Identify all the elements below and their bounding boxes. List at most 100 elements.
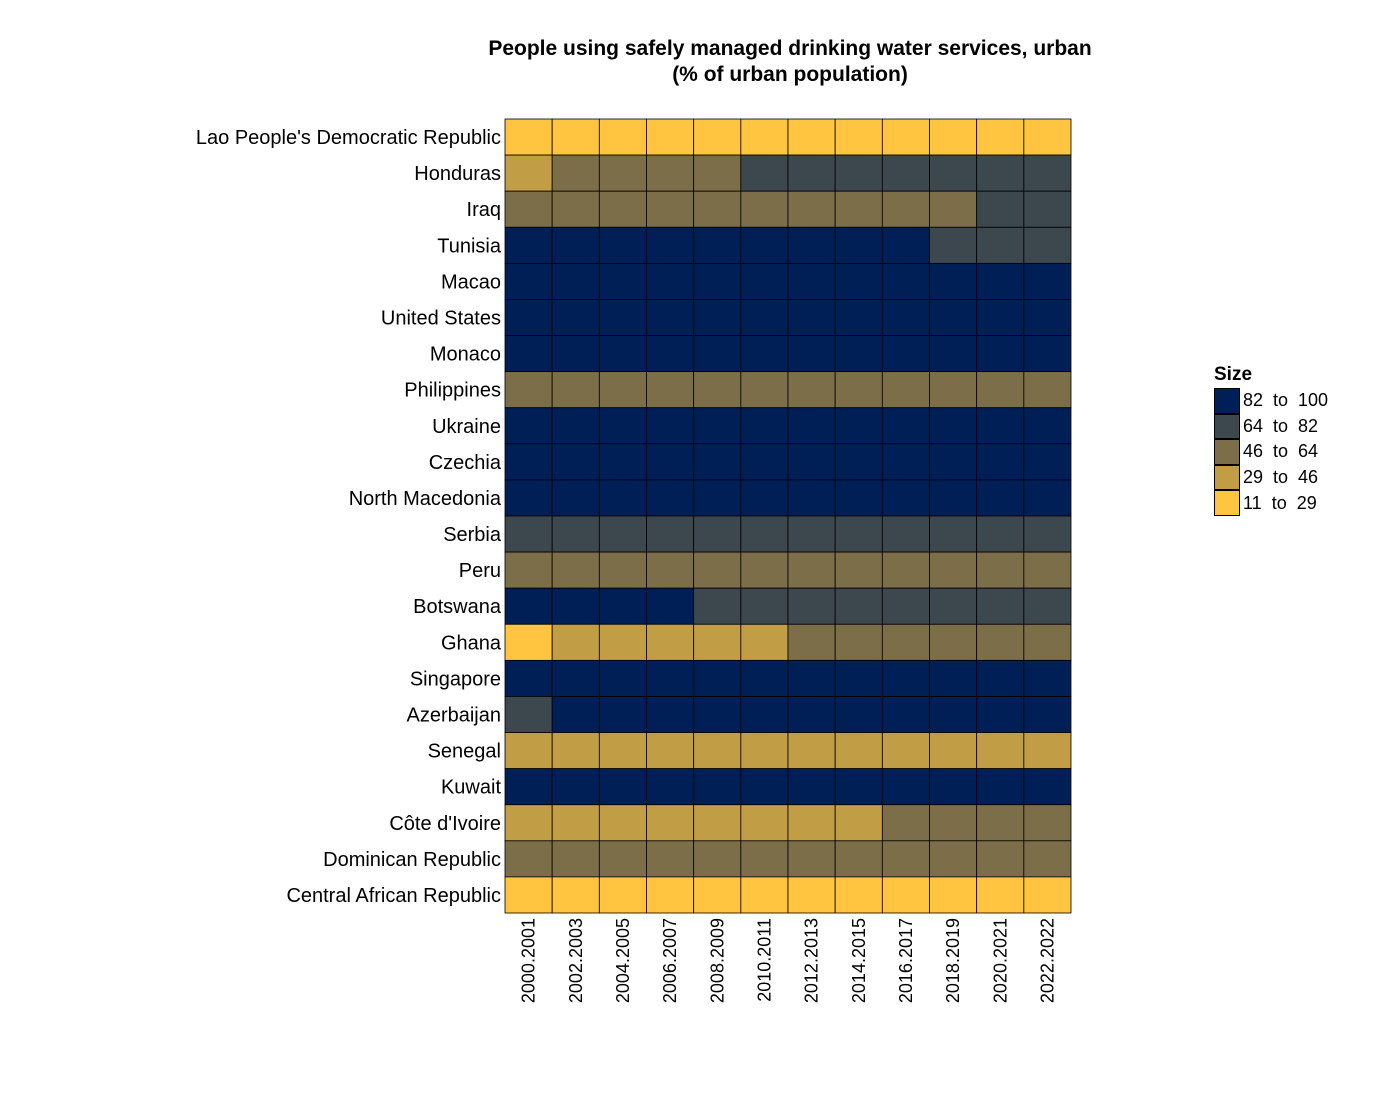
heatmap-cell xyxy=(740,479,789,517)
heatmap-cell xyxy=(834,226,883,264)
heatmap-cell xyxy=(834,262,883,300)
heatmap-cell xyxy=(1023,623,1072,661)
heatmap-cell xyxy=(834,479,883,517)
heatmap-cell xyxy=(504,623,553,661)
heatmap-cell xyxy=(693,551,742,589)
legend-item-3: 29 to 46 xyxy=(1214,464,1328,491)
heatmap-cell xyxy=(693,732,742,770)
heatmap-cell xyxy=(740,118,789,156)
heatmap-cell xyxy=(976,262,1025,300)
row-label: Monaco xyxy=(430,344,501,366)
legend-label-3: 29 to 46 xyxy=(1243,467,1319,488)
heatmap-cell xyxy=(976,840,1025,878)
heatmap-cell xyxy=(834,840,883,878)
heatmap-cell xyxy=(740,154,789,192)
heatmap-cell xyxy=(646,587,695,625)
heatmap-cell xyxy=(504,335,553,373)
heatmap-cell xyxy=(834,587,883,625)
heatmap-cell xyxy=(740,226,789,264)
row-label: Azerbaijan xyxy=(406,705,501,727)
heatmap-cell xyxy=(929,407,978,445)
row-label: Honduras xyxy=(414,163,501,185)
column-label: 2016.2017 xyxy=(896,918,916,1003)
heatmap-cell xyxy=(740,190,789,228)
heatmap-cell xyxy=(929,732,978,770)
heatmap-cell xyxy=(693,262,742,300)
heatmap-cell xyxy=(787,443,836,481)
heatmap-cell xyxy=(929,696,978,733)
heatmap-cell xyxy=(929,118,978,156)
heatmap-cell xyxy=(646,551,695,589)
heatmap-cell xyxy=(1023,659,1072,697)
heatmap-cell xyxy=(551,623,600,661)
heatmap-cell xyxy=(693,479,742,517)
heatmap-cell xyxy=(598,371,647,409)
heatmap-cell xyxy=(1023,840,1072,878)
column-label: 2014.2015 xyxy=(849,918,869,1003)
legend-item-1: 64 to 82 xyxy=(1214,413,1328,440)
heatmap-cell xyxy=(976,768,1025,806)
heatmap-cell xyxy=(551,587,600,625)
heatmap-cell xyxy=(976,371,1025,409)
heatmap-cell xyxy=(598,154,647,192)
heatmap-cell xyxy=(693,768,742,806)
heatmap-cell xyxy=(881,154,930,192)
heatmap-cell xyxy=(504,696,553,733)
heatmap-cell xyxy=(787,876,836,914)
heatmap-cell xyxy=(551,154,600,192)
heatmap-cell xyxy=(740,732,789,770)
heatmap-cell xyxy=(740,696,789,733)
heatmap-cell xyxy=(1023,551,1072,589)
legend-swatch-2 xyxy=(1214,439,1240,465)
heatmap-cell xyxy=(551,768,600,806)
heatmap-cell xyxy=(834,515,883,553)
heatmap-cell xyxy=(646,118,695,156)
heatmap-cell xyxy=(881,732,930,770)
heatmap-cell xyxy=(646,407,695,445)
heatmap-cell xyxy=(929,479,978,517)
column-label: 2010.2011 xyxy=(754,918,774,1002)
heatmap-cell xyxy=(881,876,930,914)
heatmap-cell xyxy=(929,154,978,192)
heatmap-cell xyxy=(834,804,883,842)
heatmap-cell xyxy=(693,443,742,481)
heatmap-cell xyxy=(1023,732,1072,770)
heatmap-cell xyxy=(881,804,930,842)
heatmap-cell xyxy=(646,696,695,733)
row-label: Dominican Republic xyxy=(323,849,501,871)
heatmap-cell xyxy=(693,515,742,553)
heatmap-cell xyxy=(693,226,742,264)
heatmap-cell xyxy=(787,804,836,842)
heatmap-cell xyxy=(551,299,600,336)
heatmap-cell xyxy=(1023,479,1072,517)
heatmap-cell xyxy=(551,515,600,553)
row-labels: Lao People's Democratic Republic Honduras… xyxy=(196,127,502,907)
column-labels: 2000.2001 2002.2003 2004.2005 2006.2007 2008… xyxy=(519,918,1058,1003)
heatmap-cell xyxy=(1023,190,1072,228)
heatmap-cell xyxy=(976,551,1025,589)
heatmap-cell xyxy=(881,659,930,697)
heatmap-cell xyxy=(1023,515,1072,553)
heatmap-cell xyxy=(1023,262,1072,300)
heatmap-cell xyxy=(787,154,836,192)
heatmap-cell xyxy=(598,587,647,625)
heatmap-cell xyxy=(740,551,789,589)
heatmap-cell xyxy=(1023,299,1072,336)
row-label: Serbia xyxy=(443,524,502,546)
heatmap-cell xyxy=(551,876,600,914)
heatmap-cell xyxy=(504,551,553,589)
row-label: Lao People's Democratic Republic xyxy=(196,127,501,149)
legend-label-0: 82 to 100 xyxy=(1243,390,1329,411)
heatmap-cell xyxy=(646,479,695,517)
heatmap-cell xyxy=(598,696,647,733)
heatmap-cell xyxy=(598,876,647,914)
legend-item-2: 46 to 64 xyxy=(1214,439,1328,465)
heatmap-cell xyxy=(834,443,883,481)
column-label: 2018.2019 xyxy=(943,918,963,1003)
heatmap-cell xyxy=(787,226,836,264)
heatmap-cell xyxy=(504,226,553,264)
heatmap-cell xyxy=(740,876,789,914)
heatmap-cell xyxy=(881,587,930,625)
heatmap-cell xyxy=(740,840,789,878)
heatmap-cell xyxy=(646,443,695,481)
